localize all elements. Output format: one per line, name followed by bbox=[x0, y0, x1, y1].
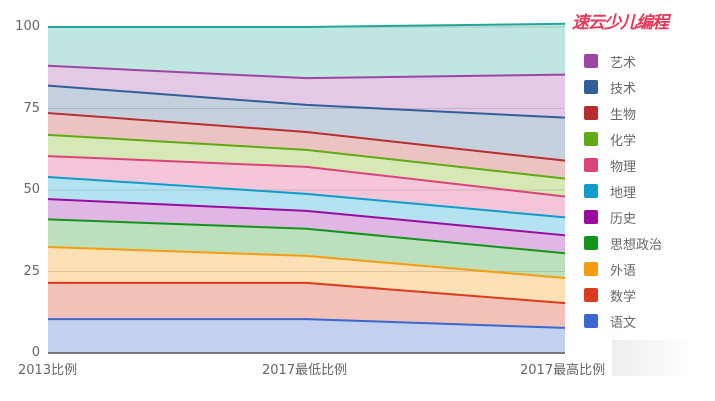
legend-item: 化学 bbox=[584, 126, 662, 152]
legend-swatch-icon bbox=[584, 314, 598, 328]
legend-label: 地理 bbox=[610, 185, 637, 201]
legend-item: 地理 bbox=[584, 178, 662, 204]
legend-item: 物理 bbox=[584, 152, 662, 178]
legend-swatch-icon bbox=[584, 158, 598, 172]
y-tick-0: 0 bbox=[31, 345, 40, 360]
legend-item: 外语 bbox=[584, 256, 662, 282]
legend-item: 数学 bbox=[584, 282, 662, 308]
area-历史 bbox=[48, 199, 565, 254]
legend-label: 外语 bbox=[610, 263, 637, 279]
y-tick-25: 25 bbox=[23, 264, 40, 279]
area-地理 bbox=[48, 176, 565, 236]
area-生物 bbox=[48, 113, 565, 179]
legend-item: 思想政治 bbox=[584, 230, 662, 256]
area-外语 bbox=[48, 247, 565, 304]
legend-label: 技术 bbox=[610, 81, 637, 97]
legend-label: 历史 bbox=[610, 211, 637, 227]
legend-swatch-icon bbox=[584, 236, 598, 250]
area-语文 bbox=[48, 319, 565, 353]
legend-swatch-icon bbox=[584, 106, 598, 120]
x-tick-2013: 2013比例 bbox=[18, 363, 78, 378]
y-tick-100: 100 bbox=[15, 19, 40, 34]
legend-swatch-icon bbox=[584, 132, 598, 146]
legend-label: 物理 bbox=[610, 159, 637, 175]
legend-swatch-icon bbox=[584, 288, 598, 302]
legend-swatch-icon bbox=[584, 184, 598, 198]
legend-label: 化学 bbox=[610, 133, 637, 149]
area-物理 bbox=[48, 156, 565, 218]
legend-label: 生物 bbox=[610, 107, 637, 123]
legend-item: 艺术 bbox=[584, 48, 662, 74]
area-数学 bbox=[48, 282, 565, 328]
legend-swatch-icon bbox=[584, 210, 598, 224]
legend-label: 思想政治 bbox=[610, 237, 663, 253]
legend-swatch-icon bbox=[584, 80, 598, 94]
area-艺术 bbox=[48, 65, 565, 118]
y-tick-75: 75 bbox=[23, 101, 40, 116]
legend-item: 历史 bbox=[584, 204, 662, 230]
legend-item: 语文 bbox=[584, 308, 662, 334]
legend-item: 生物 bbox=[584, 100, 662, 126]
legend-label: 数学 bbox=[610, 289, 637, 305]
legend-label: 语文 bbox=[610, 315, 637, 331]
area-体育 bbox=[48, 23, 565, 79]
blur-overlay bbox=[612, 340, 692, 376]
y-tick-50: 50 bbox=[23, 182, 40, 197]
area-技术 bbox=[48, 85, 565, 161]
legend: 艺术技术生物化学物理地理历史思想政治外语数学语文 bbox=[584, 20, 662, 334]
legend-swatch-icon bbox=[584, 262, 598, 276]
x-tick-2017-low: 2017最低比例 bbox=[262, 363, 348, 378]
x-tick-2017-high: 2017最高比例 bbox=[520, 363, 606, 378]
legend-item: 技术 bbox=[584, 74, 662, 100]
watermark-logo: 速云少儿编程 bbox=[572, 13, 669, 33]
legend-swatch-icon bbox=[584, 54, 598, 68]
legend-label: 艺术 bbox=[610, 55, 637, 71]
area-思想政治 bbox=[48, 219, 565, 279]
